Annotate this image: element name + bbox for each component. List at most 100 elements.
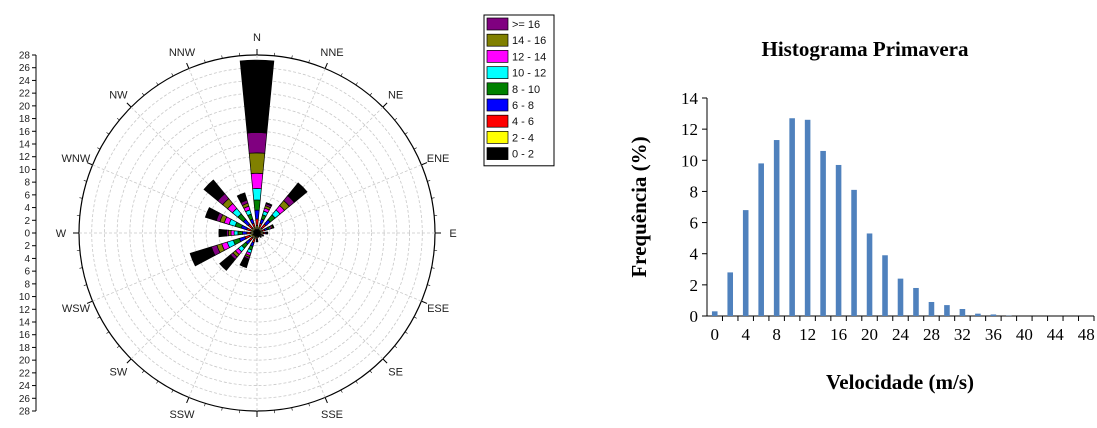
x-tick-label: 24 (892, 325, 910, 344)
legend-swatch (487, 148, 508, 160)
y-tick-label: 2 (690, 276, 699, 295)
rim-minor-tick (395, 118, 397, 120)
radial-axis-label: 14 (19, 318, 31, 329)
x-tick-label: 32 (954, 325, 971, 344)
direction-label: SE (388, 367, 403, 379)
rim-minor-tick (117, 118, 119, 120)
rose-segment-w-6 (231, 230, 234, 235)
rose-segment-w-1 (251, 232, 254, 233)
legend-swatch (487, 99, 508, 111)
legend-swatch (487, 67, 508, 79)
radial-axis-label: 26 (19, 63, 31, 74)
radial-axis-label: 10 (19, 165, 31, 176)
x-tick-label: 48 (1078, 325, 1095, 344)
radial-axis-label: 20 (19, 101, 31, 112)
rim-minor-tick (204, 403, 205, 406)
rose-segment-n-6 (251, 173, 263, 188)
radial-axis-label: 26 (19, 394, 31, 405)
radial-axis-label: 6 (24, 190, 30, 201)
legend-swatch (487, 83, 508, 95)
y-tick-label: 8 (690, 182, 699, 201)
radial-axis-label: 4 (24, 203, 30, 214)
rim-minor-tick (129, 359, 131, 361)
direction-label: E (449, 228, 456, 240)
direction-label: SW (110, 367, 128, 379)
rose-segment-s-5 (256, 241, 258, 242)
rim-minor-tick (395, 346, 397, 348)
direction-label: NNW (169, 47, 196, 59)
rose-segment-w-9 (219, 229, 227, 236)
x-tick-label: 36 (985, 325, 1002, 344)
grid-spoke (257, 233, 325, 397)
x-axis-label: Velocidade (m/s) (826, 370, 974, 394)
rim-minor-tick (117, 346, 119, 348)
rim-minor-tick (427, 285, 430, 286)
direction-label: WSW (62, 303, 91, 315)
direction-label: NE (388, 89, 403, 101)
rose-segment-n-5 (253, 189, 262, 201)
rim-minor-tick (427, 180, 430, 181)
x-tick-label: 12 (799, 325, 816, 344)
histogram-bar (820, 151, 826, 316)
legend-label: 4 - 6 (512, 116, 534, 128)
rose-segment-e-1 (261, 232, 264, 233)
rim-minor-tick (172, 390, 173, 393)
radial-axis-label: 4 (24, 254, 30, 265)
histogram-bar (882, 255, 888, 316)
direction-label: N (253, 32, 261, 44)
rose-segment-n-8 (247, 133, 267, 154)
rim-minor-tick (97, 148, 100, 149)
radial-axis-label: 14 (19, 140, 31, 151)
rim-minor-tick (107, 332, 109, 334)
rim-minor-tick (84, 285, 87, 286)
histogram-bar (836, 165, 842, 316)
radial-axis-label: 18 (19, 343, 31, 354)
rose-segment-sse-3 (258, 236, 259, 237)
histogram-bar (867, 233, 873, 316)
histogram-bar (743, 210, 749, 316)
radial-axis-label: 8 (24, 279, 30, 290)
rim-minor-tick (97, 317, 100, 318)
rim-minor-tick (370, 93, 372, 95)
rose-segment-n-1 (256, 225, 257, 229)
x-tick-label: 40 (1016, 325, 1033, 344)
rim-minor-tick (156, 381, 158, 383)
rim-minor-tick (142, 93, 144, 95)
x-tick-label: 28 (923, 325, 940, 344)
histogram-bar (913, 288, 919, 316)
x-tick-label: 4 (741, 325, 750, 344)
histogram-bar (898, 279, 904, 316)
radial-axis-label: 24 (19, 76, 31, 87)
direction-label: ENE (427, 153, 450, 165)
rim-minor-tick (405, 332, 407, 334)
rose-segment-n-4 (254, 200, 260, 210)
rim-minor-tick (84, 180, 87, 181)
rose-segment-e-5 (267, 232, 268, 234)
legend-label: 6 - 8 (512, 100, 534, 112)
rose-segment-n-2 (256, 219, 259, 225)
radial-axis-label: 18 (19, 114, 31, 125)
grid-spoke (257, 233, 383, 359)
rose-segment-wsw-9 (190, 247, 215, 266)
rim-minor-tick (129, 105, 131, 107)
wind-rose-panel: NNNENEENEEESESESSESSSWSWWSWWWNWNWNNW2826… (0, 0, 560, 423)
rim-minor-tick (370, 371, 372, 373)
direction-label: NW (109, 89, 128, 101)
rose-segment-n-3 (255, 210, 259, 219)
rim-minor-tick (341, 73, 342, 76)
legend-label: 14 - 16 (512, 35, 546, 47)
legend-swatch (487, 18, 508, 30)
rim-minor-tick (309, 403, 310, 406)
direction-label: SSE (321, 409, 343, 421)
y-tick-label: 14 (681, 89, 699, 108)
rose-segment-w-5 (234, 231, 238, 235)
rose-segment-n-9 (240, 60, 274, 133)
rose-segment-w-2 (247, 232, 251, 234)
legend-swatch (487, 131, 508, 143)
radial-axis-label: 0 (24, 229, 30, 240)
legend-swatch (487, 34, 508, 46)
y-tick-label: 12 (681, 120, 698, 139)
radial-axis-label: 6 (24, 267, 30, 278)
